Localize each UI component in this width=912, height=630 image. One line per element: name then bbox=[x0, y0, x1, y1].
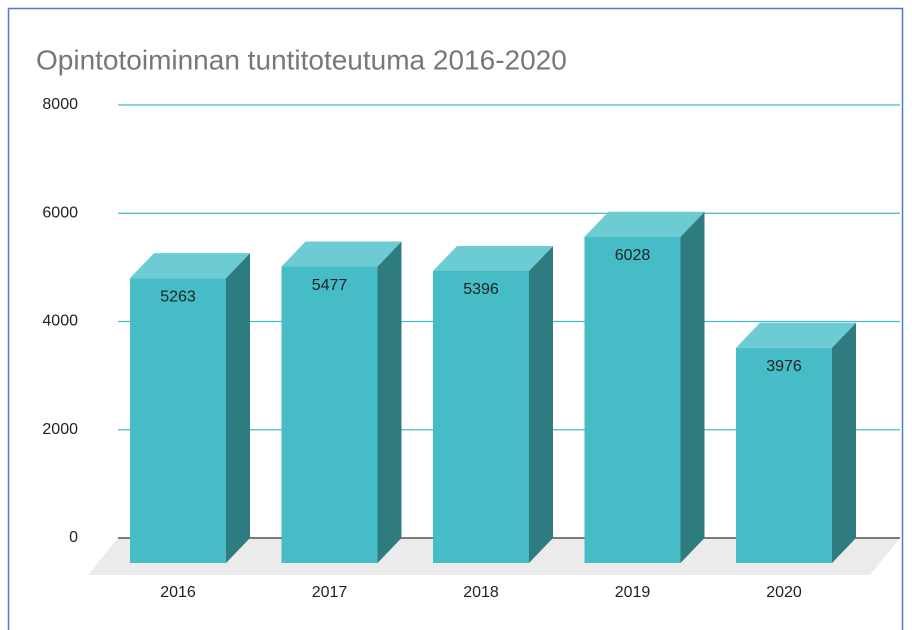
x-tick-label: 2019 bbox=[615, 584, 651, 601]
bar-side bbox=[529, 245, 553, 563]
y-tick-label: 6000 bbox=[42, 204, 78, 221]
bar-top bbox=[584, 211, 705, 237]
bar bbox=[433, 270, 529, 563]
chart-title: Opintotoiminnan tuntitoteutuma 2016-2020 bbox=[36, 44, 567, 75]
bar-top bbox=[736, 322, 856, 348]
bar-side bbox=[680, 211, 705, 563]
data-label: 5396 bbox=[463, 281, 499, 298]
data-label: 6028 bbox=[615, 247, 651, 264]
y-tick-label: 2000 bbox=[42, 421, 78, 438]
x-tick-label: 2018 bbox=[463, 584, 499, 601]
y-tick-label: 8000 bbox=[42, 96, 78, 113]
bar-side bbox=[226, 253, 250, 563]
bar-side bbox=[832, 322, 856, 563]
bar bbox=[281, 266, 378, 563]
bar-top bbox=[281, 241, 402, 267]
data-label: 5477 bbox=[312, 277, 348, 294]
y-tick-label: 4000 bbox=[42, 313, 78, 330]
bar-top bbox=[433, 245, 553, 271]
x-tick-label: 2016 bbox=[160, 584, 196, 601]
data-label: 5263 bbox=[160, 288, 196, 305]
x-tick-label: 2020 bbox=[766, 584, 802, 601]
bar bbox=[584, 236, 681, 563]
bar bbox=[130, 278, 226, 563]
x-tick-label: 2017 bbox=[312, 584, 348, 601]
bar-top bbox=[130, 253, 250, 279]
y-tick-label: 0 bbox=[69, 529, 78, 546]
data-label: 3976 bbox=[766, 358, 802, 375]
bar bbox=[736, 347, 832, 563]
bar-side bbox=[377, 241, 402, 563]
